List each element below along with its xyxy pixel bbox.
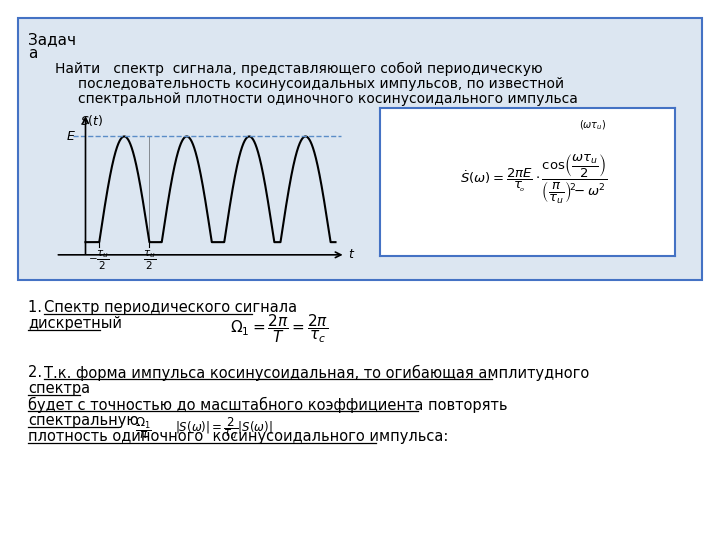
Text: $E$: $E$	[66, 130, 76, 143]
Text: плотность одиночного  косинусоидального импульса:: плотность одиночного косинусоидального и…	[28, 429, 449, 444]
Text: $\dfrac{\Omega_1}{\pi}$: $\dfrac{\Omega_1}{\pi}$	[135, 415, 152, 441]
Text: а: а	[28, 46, 37, 61]
Text: Т.к. форма импульса косинусоидальная, то огибающая амплитудного: Т.к. форма импульса косинусоидальная, то…	[44, 365, 589, 381]
Text: спектра: спектра	[28, 381, 90, 396]
Text: $S(t)$: $S(t)$	[81, 113, 104, 128]
Text: $\left(\omega\tau_u\right)$: $\left(\omega\tau_u\right)$	[579, 118, 606, 132]
Text: $\dfrac{\tau_u}{2}$: $\dfrac{\tau_u}{2}$	[143, 248, 156, 272]
Bar	[18, 18, 702, 280]
Text: $t$: $t$	[348, 248, 355, 261]
Text: дискретный: дискретный	[28, 316, 122, 331]
Text: будет с точностью до масштабного коэффициента повторять: будет с точностью до масштабного коэффиц…	[28, 397, 508, 413]
Text: $|S(\omega)| = \dfrac{2}{\tau_u}|S(\omega)|$: $|S(\omega)| = \dfrac{2}{\tau_u}|S(\omeg…	[175, 415, 273, 441]
Text: $\dot{S}(\omega) = \dfrac{2\pi E}{\tau_{\!_o}} \cdot \dfrac{\cos\!\left(\dfrac{\: $\dot{S}(\omega) = \dfrac{2\pi E}{\tau_{…	[460, 152, 607, 206]
Text: последовательность косинусоидальных импульсов, по известной: последовательность косинусоидальных импу…	[78, 77, 564, 91]
Text: спектральную: спектральную	[28, 413, 139, 428]
Text: спектральной плотности одиночного косинусоидального импульса: спектральной плотности одиночного косину…	[78, 92, 578, 106]
Text: 2.: 2.	[28, 365, 47, 380]
Text: Задач: Задач	[28, 32, 76, 47]
Text: $-\dfrac{\tau_u}{2}$: $-\dfrac{\tau_u}{2}$	[89, 248, 110, 272]
Text: $\Omega_1 = \dfrac{2\pi}{T} = \dfrac{2\pi}{\tau_c}$: $\Omega_1 = \dfrac{2\pi}{T} = \dfrac{2\p…	[230, 312, 328, 345]
Text: 1.: 1.	[28, 300, 47, 315]
Text: Спектр периодического сигнала: Спектр периодического сигнала	[44, 300, 297, 315]
Text: Найти   спектр  сигнала, представляющего собой периодическую: Найти спектр сигнала, представляющего со…	[55, 62, 543, 76]
